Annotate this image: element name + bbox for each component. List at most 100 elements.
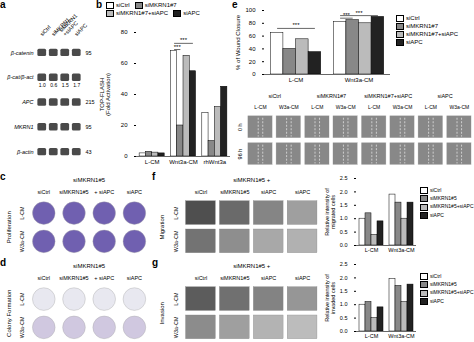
svg-text:L-CM: L-CM — [311, 104, 323, 110]
svg-text:siCtrl: siCtrl — [195, 189, 208, 195]
svg-text:95: 95 — [86, 50, 92, 56]
svg-text:20: 20 — [249, 59, 256, 65]
svg-text:2.0: 2.0 — [340, 275, 348, 281]
svg-text:***: *** — [355, 10, 363, 16]
svg-text:siMKRN1#5: siMKRN1#5 — [59, 189, 88, 195]
svg-text:0.5: 0.5 — [340, 229, 348, 235]
svg-text:W3a-CM: W3a-CM — [173, 316, 179, 338]
svg-text:80: 80 — [249, 20, 256, 26]
svg-text:siCtrl: siCtrl — [38, 189, 51, 195]
svg-text:MKRN1: MKRN1 — [14, 124, 33, 130]
svg-text:Wnt3a-CM: Wnt3a-CM — [169, 159, 198, 165]
svg-text:Migration: Migration — [159, 215, 165, 240]
svg-text:siAPC: siAPC — [437, 93, 452, 99]
svg-text:W3a-CM: W3a-CM — [173, 230, 179, 252]
svg-text:rhWnt3a: rhWnt3a — [203, 159, 226, 165]
svg-text:siMKRN1#7+siAPC: siMKRN1#7+siAPC — [364, 93, 412, 99]
svg-text:L-CM: L-CM — [173, 206, 179, 220]
svg-text:1.0: 1.0 — [39, 82, 46, 88]
svg-text:siAPC: siAPC — [261, 275, 276, 281]
svg-text:Relative intensity ofmigrated: Relative intensity ofmigrated cells — [324, 188, 336, 236]
svg-text:95: 95 — [86, 124, 92, 130]
svg-text:L-CM: L-CM — [145, 159, 160, 165]
svg-text:Colony Formation: Colony Formation — [6, 290, 12, 337]
svg-text:Invasion: Invasion — [159, 302, 165, 324]
svg-text:W3a-CM: W3a-CM — [449, 104, 469, 110]
svg-text:siMKRN1#5 +: siMKRN1#5 + — [233, 177, 271, 183]
svg-text:100: 100 — [245, 7, 256, 13]
svg-text:siAPC: siAPC — [295, 189, 310, 195]
svg-text:siMKRN1#5 +: siMKRN1#5 + — [233, 263, 271, 269]
svg-text:96 h: 96 h — [237, 149, 243, 160]
svg-text:L-CM: L-CM — [289, 77, 304, 83]
svg-text:***: *** — [343, 12, 351, 18]
svg-text:20: 20 — [121, 122, 128, 128]
svg-text:β-cat/β-act: β-cat/β-act — [6, 74, 34, 80]
svg-text:Wnt3a-CM: Wnt3a-CM — [388, 333, 415, 339]
svg-text:L-CM: L-CM — [254, 104, 266, 110]
svg-text:1.5: 1.5 — [340, 202, 348, 208]
svg-text:siMKRN1#5: siMKRN1#5 — [73, 263, 106, 269]
svg-text:40: 40 — [121, 91, 128, 97]
svg-text:Relative intensity ofinvaded c: Relative intensity ofinvaded cells — [324, 274, 336, 322]
svg-text:0 h: 0 h — [237, 123, 243, 131]
svg-text:siMKRN1#5: siMKRN1#5 — [220, 275, 249, 281]
svg-text:β-actin: β-actin — [16, 149, 34, 155]
svg-text:W3a-CM: W3a-CM — [19, 230, 25, 252]
svg-text:215: 215 — [86, 99, 95, 105]
svg-text:siAPC: siAPC — [295, 275, 310, 281]
svg-text:0.5: 0.5 — [340, 315, 348, 321]
svg-text:% of Wound Closure: % of Wound Closure — [235, 14, 241, 70]
svg-text:L-CM: L-CM — [19, 206, 25, 220]
svg-text:TOP-FLASH(Fold Activation): TOP-FLASH(Fold Activation) — [99, 73, 111, 116]
svg-text:0.0: 0.0 — [340, 242, 348, 248]
svg-text:+ siAPC: + siAPC — [94, 275, 114, 281]
svg-text:2.0: 2.0 — [340, 189, 348, 195]
svg-text:siCtrl: siCtrl — [195, 275, 208, 281]
svg-text:0: 0 — [124, 153, 128, 159]
svg-text:siAPC: siAPC — [261, 189, 276, 195]
svg-text:60: 60 — [249, 33, 256, 39]
svg-text:Wnt3a-CM: Wnt3a-CM — [345, 77, 374, 83]
svg-text:siCtrl: siCtrl — [268, 93, 281, 99]
svg-text:***: *** — [292, 22, 300, 28]
svg-text:43: 43 — [86, 149, 92, 155]
svg-text:siAPC: siAPC — [73, 22, 88, 37]
svg-text:80: 80 — [121, 29, 128, 35]
svg-text:1.7: 1.7 — [73, 82, 80, 88]
svg-text:siCtrl: siCtrl — [38, 275, 51, 281]
svg-text:0.6: 0.6 — [50, 82, 57, 88]
svg-text:+ siAPC: + siAPC — [94, 189, 114, 195]
svg-text:2.5: 2.5 — [340, 175, 348, 181]
svg-text:2.5: 2.5 — [340, 261, 348, 267]
svg-text:***: *** — [180, 37, 188, 43]
svg-text:Wnt3a-CM: Wnt3a-CM — [388, 247, 415, 253]
svg-text:***: *** — [174, 44, 182, 50]
svg-text:1.0: 1.0 — [340, 301, 348, 307]
svg-text:1.5: 1.5 — [62, 82, 69, 88]
svg-text:L-CM: L-CM — [173, 292, 179, 306]
svg-text:siMKRN1#7: siMKRN1#7 — [317, 93, 346, 99]
svg-text:siAPC: siAPC — [127, 189, 142, 195]
svg-text:40: 40 — [249, 46, 256, 52]
svg-text:Proliferation: Proliferation — [6, 211, 12, 243]
svg-text:siMKRN1#5: siMKRN1#5 — [73, 177, 106, 183]
svg-text:1.0: 1.0 — [340, 215, 348, 221]
svg-text:0.0: 0.0 — [340, 328, 348, 334]
svg-text:siCtrl: siCtrl — [39, 24, 52, 37]
svg-text:W3a-CM: W3a-CM — [393, 104, 413, 110]
svg-text:L-CM: L-CM — [368, 104, 380, 110]
svg-text:L-CM: L-CM — [365, 247, 379, 253]
svg-text:L-CM: L-CM — [19, 292, 25, 306]
svg-text:L-CM: L-CM — [365, 333, 379, 339]
svg-text:W3a-CM: W3a-CM — [279, 104, 299, 110]
svg-text:siMKRN1#5: siMKRN1#5 — [59, 275, 88, 281]
svg-text:APC: APC — [21, 99, 33, 105]
svg-text:W3a-CM: W3a-CM — [336, 104, 356, 110]
svg-text:L-CM: L-CM — [425, 104, 437, 110]
svg-text:β-catenin: β-catenin — [10, 50, 34, 56]
svg-text:0: 0 — [252, 71, 256, 77]
svg-text:1.5: 1.5 — [340, 288, 348, 294]
svg-text:W3a-CM: W3a-CM — [19, 316, 25, 338]
svg-text:siMKRN1#5: siMKRN1#5 — [220, 189, 249, 195]
